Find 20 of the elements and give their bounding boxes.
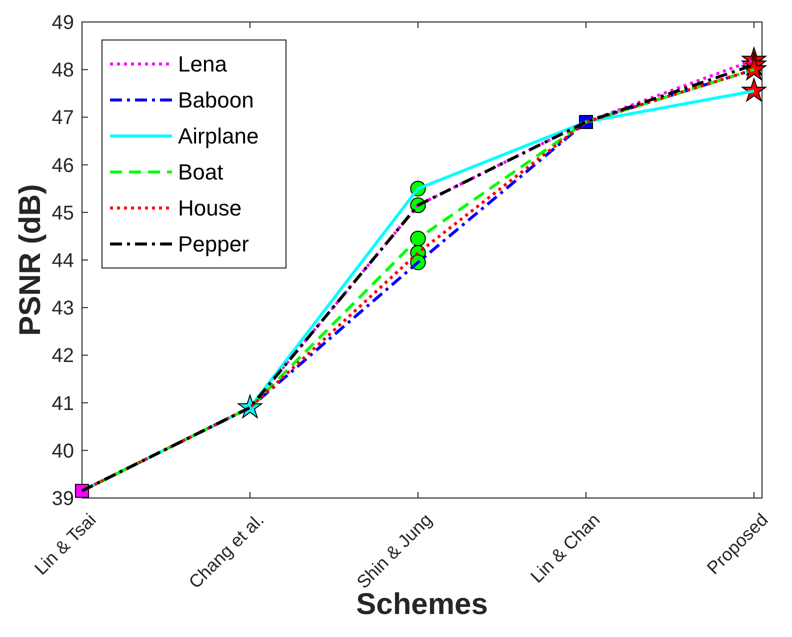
legend-label: Boat <box>178 160 224 185</box>
y-tick-label: 43 <box>52 298 74 320</box>
y-tick-label: 46 <box>52 154 74 177</box>
legend-label: Pepper <box>178 232 249 257</box>
legend-label: Baboon <box>178 88 254 113</box>
y-tick-label: 42 <box>52 345 74 368</box>
y-tick-label: 44 <box>52 250 74 272</box>
legend-label: House <box>178 196 242 221</box>
y-tick-label: 45 <box>52 202 74 224</box>
y-tick-label: 40 <box>52 440 74 462</box>
y-tick-label: 49 <box>52 12 74 34</box>
legend-label: Lena <box>178 52 228 77</box>
x-axis-title: Schemes <box>356 588 488 621</box>
y-axis-title: PSNR (dB) <box>14 184 47 336</box>
y-tick-label: 48 <box>52 60 74 82</box>
y-tick-label: 41 <box>52 392 74 415</box>
y-tick-label: 47 <box>52 107 74 130</box>
x-tick-label: Lin & Tsai <box>30 510 100 579</box>
legend-label: Airplane <box>178 124 259 149</box>
y-tick-label: 39 <box>52 488 74 510</box>
